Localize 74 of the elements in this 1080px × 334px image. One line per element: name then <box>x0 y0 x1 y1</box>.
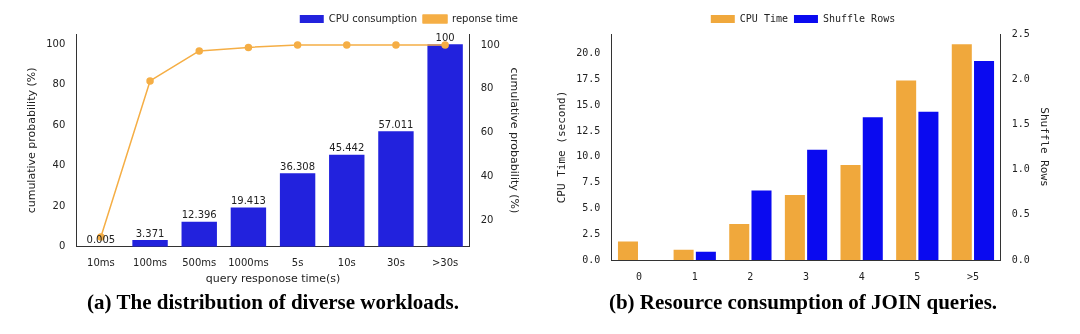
bar <box>378 131 414 247</box>
text: (a) The distribution of diverse workloads. <box>86 290 460 315</box>
y2-tick-label: 60 <box>480 126 494 138</box>
x-tick-label: 2 <box>747 270 754 282</box>
y-tick-label: 7.5 <box>582 176 601 188</box>
bar <box>230 207 267 247</box>
legend-label: Shuffle Rows <box>822 12 896 24</box>
y-tick-label: 20.0 <box>576 47 601 59</box>
y-tick-label: 60 <box>52 118 66 130</box>
x-tick-label: 1000ms <box>228 257 269 269</box>
data-label: 100 <box>435 31 455 43</box>
y2-tick-label: 2.5 <box>1011 27 1030 39</box>
y2-tick-label: 0.5 <box>1011 208 1030 220</box>
y-tick-label: 10.0 <box>576 150 601 162</box>
point <box>244 43 253 52</box>
y-tick-label: 100 <box>46 37 66 49</box>
y-tick-label: 17.5 <box>576 73 601 84</box>
y2-tick-label: 2.0 <box>1011 72 1030 84</box>
x-tick-label: 100ms <box>133 257 168 269</box>
legend-label: reponse time <box>452 12 518 24</box>
point <box>293 41 302 49</box>
y-tick-label: 5.0 <box>582 202 601 213</box>
data-label: 12.396 <box>181 209 217 221</box>
point <box>195 47 203 55</box>
legend-label: CPU consumption <box>328 12 418 24</box>
y2-tick-label: 40 <box>480 170 494 182</box>
data-label: 19.413 <box>230 195 266 207</box>
legend-label: CPU Time <box>739 12 788 24</box>
bar <box>329 154 365 247</box>
data-label: 0.005 <box>86 234 116 246</box>
y2-tick-label: 1.5 <box>1011 117 1030 129</box>
y-tick-label: 0.0 <box>582 253 601 265</box>
x-tick-label: 500ms <box>182 257 217 269</box>
y2-axis-title: Shuffle Rows <box>1037 107 1051 187</box>
x-tick-label: 0 <box>636 270 643 282</box>
x-tick-label: 5s <box>291 257 304 269</box>
point <box>392 41 400 49</box>
bar <box>427 44 463 247</box>
x-tick-label: >5 <box>966 270 979 282</box>
y2-tick-label: 100 <box>480 38 500 50</box>
text: (b) Resource consumption of JOIN queries. <box>607 290 999 315</box>
y-axis-title: cumulative probability (%) <box>25 67 39 214</box>
y2-tick-label: 20 <box>480 214 494 226</box>
y-tick-label: 15.0 <box>576 98 601 110</box>
x-tick-label: 3 <box>802 270 810 282</box>
data-label: 57.011 <box>378 118 414 130</box>
x-tick-label: 30s <box>386 257 405 269</box>
x-tick-label: 10ms <box>87 257 115 269</box>
y2-tick-label: 0.0 <box>1011 253 1030 265</box>
x-axis-title: query responose time(s) <box>205 272 341 286</box>
y-axis-title: CPU Time (second) <box>555 90 569 204</box>
x-tick-label: 1 <box>691 270 698 282</box>
point <box>343 41 351 49</box>
y-tick-label: 0 <box>58 240 66 252</box>
bar <box>279 173 316 247</box>
point <box>146 77 154 85</box>
x-tick-label: 5 <box>914 270 921 282</box>
y2-axis-title: cumulative probability (%) <box>507 67 521 214</box>
bar <box>181 221 217 247</box>
y2-tick-label: 80 <box>480 82 494 94</box>
y-tick-label: 20 <box>52 199 66 211</box>
data-label: 3.371 <box>135 227 165 239</box>
point <box>441 41 449 49</box>
x-tick-label: >30s <box>431 257 459 269</box>
bar <box>617 241 638 260</box>
x-tick-label: 10s <box>337 257 356 269</box>
data-label: 36.308 <box>280 160 316 172</box>
data-label: 45.442 <box>329 142 365 154</box>
x-tick-label: 4 <box>858 270 865 282</box>
y-tick-label: 80 <box>52 78 66 90</box>
y2-tick-label: 1.0 <box>1011 163 1030 175</box>
y-tick-label: 12.5 <box>576 124 601 136</box>
y-tick-label: 40 <box>52 159 66 171</box>
y-tick-label: 2.5 <box>582 227 601 239</box>
